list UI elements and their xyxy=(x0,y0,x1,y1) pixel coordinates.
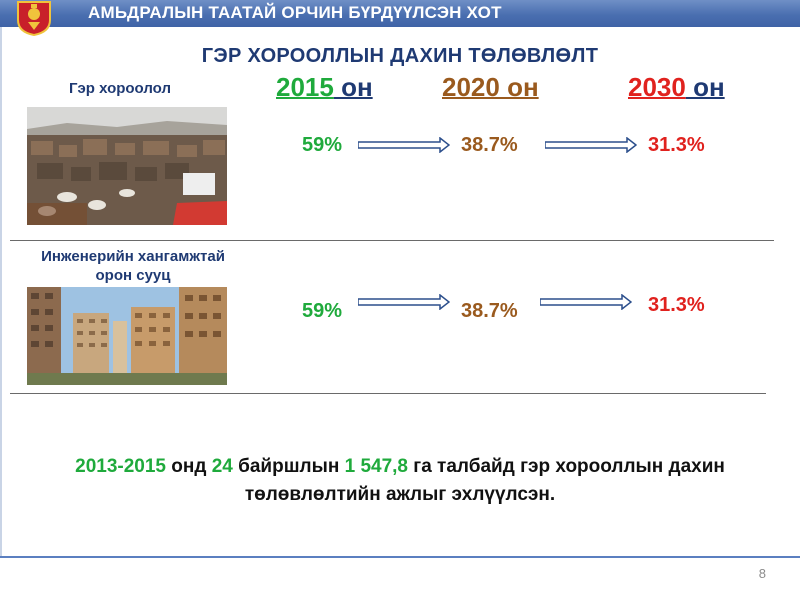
summary-text-1: онд xyxy=(166,456,212,477)
row-label-ger-district: Гэр хороолол xyxy=(68,80,171,97)
year-2020-number: 2020 он xyxy=(442,72,539,102)
summary-text-2: байршлын xyxy=(232,456,345,477)
row-label-apartments-line1: Инженерийн хангамжтай xyxy=(41,248,225,265)
row1-arrow-1-icon xyxy=(358,137,450,153)
row-label-apartments-line2: орон сууц xyxy=(95,267,171,284)
row2-arrow-1-icon xyxy=(358,294,450,310)
summary-line-2: төлөвлөлтийн ажлыг эхлүүлсэн. xyxy=(244,484,556,505)
year-2030-number: 2030 xyxy=(628,72,686,102)
year-2030: 2030 он xyxy=(628,72,725,103)
footer-rule xyxy=(0,556,800,558)
row1-value-2030: 31.3% xyxy=(648,134,705,156)
row2-value-2015: 59% xyxy=(302,300,343,322)
ger-district-photo xyxy=(27,107,227,225)
header-bar: АМЬДРАЛЫН ТААТАЙ ОРЧИН БҮРДҮҮЛСЭН ХОТ xyxy=(0,0,800,27)
left-accent-rule xyxy=(0,27,2,557)
row2-value-2030: 31.3% xyxy=(648,294,705,316)
row1-value-2020: 38.7% xyxy=(461,134,518,156)
page-number: 8 xyxy=(758,566,766,581)
slide-title: ГЭР ХОРООЛЛЫН ДАХИН ТӨЛӨВЛӨЛТ xyxy=(201,45,599,67)
summary-location-count: 24 xyxy=(211,456,233,477)
row1-value-2015: 59% xyxy=(302,134,343,156)
section-divider-2 xyxy=(10,393,766,394)
apartments-photo xyxy=(27,287,227,385)
city-emblem-icon xyxy=(17,1,51,36)
section-divider xyxy=(10,240,774,241)
year-2015-suffix: он xyxy=(333,72,373,102)
summary-years: 2013-2015 xyxy=(75,456,166,477)
row2-arrow-2-icon xyxy=(540,294,632,310)
year-2030-suffix: он xyxy=(685,72,725,102)
year-2015-number: 2015 xyxy=(276,72,334,102)
row2-value-2020: 38.7% xyxy=(461,300,518,322)
year-2015: 2015 он xyxy=(276,72,373,103)
header-title: АМЬДРАЛЫН ТААТАЙ ОРЧИН БҮРДҮҮЛСЭН ХОТ xyxy=(88,3,502,22)
summary-area: 1 547,8 xyxy=(344,456,409,477)
row-label-apartments: Инженерийн хангамжтай орон сууц xyxy=(18,247,248,285)
year-2020: 2020 он xyxy=(442,72,539,103)
row1-arrow-2-icon xyxy=(545,137,637,153)
summary-text-3: га талбайд гэр хорооллын дахин xyxy=(408,456,725,477)
summary-text: 2013-2015 онд 24 байршлын 1 547,8 га тал… xyxy=(30,453,770,509)
